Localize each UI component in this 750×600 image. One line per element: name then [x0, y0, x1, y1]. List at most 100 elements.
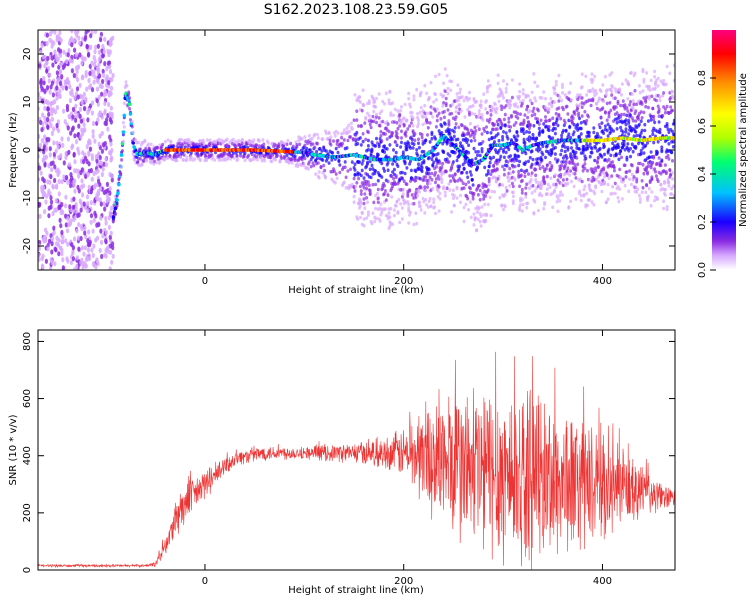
- spectrogram-cell: [639, 110, 643, 114]
- spectrogram-cell: [551, 205, 555, 209]
- spectrogram-cell: [393, 140, 397, 144]
- spectrogram-cell: [477, 183, 481, 188]
- spectrogram-cell: [63, 119, 67, 125]
- colorbar-tick-label: 0.4: [697, 166, 708, 182]
- spectrogram-cell: [77, 123, 81, 129]
- spectrogram-cell: [648, 88, 652, 92]
- spectrogram-cell: [403, 161, 407, 166]
- spectrogram-cell: [416, 153, 420, 157]
- spectrogram-cell: [92, 243, 96, 249]
- spectrogram-cell: [653, 198, 657, 203]
- spectrogram-cell: [84, 30, 88, 35]
- spectrogram-cell: [41, 193, 45, 199]
- spectrogram-cell: [70, 126, 74, 133]
- spectrogram-cell: [379, 130, 383, 134]
- spectrogram-cell: [374, 105, 378, 109]
- spectrogram-cell: [95, 98, 99, 104]
- spectrogram-cell: [561, 107, 565, 112]
- spectrogram-cell: [122, 113, 127, 118]
- spectrogram-cell: [548, 160, 552, 165]
- spectrogram-cell: [96, 261, 100, 267]
- spectrogram-cell: [493, 140, 496, 144]
- spectrogram-cell: [49, 101, 53, 107]
- spectrogram-cell: [47, 111, 51, 117]
- spectrogram-cell: [324, 176, 327, 180]
- spectrogram-cell: [91, 133, 95, 139]
- spectrogram-cell: [480, 132, 484, 136]
- spectrogram-cell: [469, 173, 473, 177]
- spectrogram-cell: [640, 116, 644, 120]
- spectrogram-cell: [474, 156, 478, 161]
- spectrogram-cell: [67, 162, 71, 168]
- spectrogram-cell: [502, 79, 505, 83]
- spectrogram-cell: [371, 182, 375, 187]
- spectrogram-cell: [55, 105, 60, 111]
- spectrogram-cell: [447, 182, 451, 186]
- spectrogram-cell: [637, 193, 641, 198]
- spectrogram-cell: [198, 158, 202, 163]
- spectrogram-cell: [417, 118, 420, 122]
- spectrogram-cell: [99, 37, 103, 43]
- spectrogram-cell: [610, 174, 614, 178]
- spectrogram-cell: [645, 183, 649, 187]
- spectrogram-cell: [481, 140, 485, 144]
- spectrogram-cell: [468, 96, 471, 101]
- spectrogram-cell: [103, 36, 107, 42]
- spectrogram-cell: [555, 199, 559, 204]
- spectrogram-cell: [497, 99, 501, 104]
- spectrogram-cell: [662, 78, 666, 83]
- spectrogram-cell: [89, 200, 93, 206]
- spectrogram-cell: [540, 158, 544, 162]
- spectrogram-cell: [400, 136, 403, 140]
- spectrogram-cell: [511, 194, 515, 199]
- spectrogram-cell: [92, 217, 96, 223]
- spectrogram-cell: [590, 150, 594, 155]
- spectrogram-cell: [334, 146, 338, 151]
- spectrogram-cell: [77, 246, 81, 252]
- spectrogram-cell: [527, 130, 531, 135]
- spectrogram-cell: [617, 199, 621, 204]
- spectrogram-cell: [427, 155, 431, 160]
- spectrogram-cell: [545, 192, 549, 196]
- spectrogram-cell: [386, 161, 390, 165]
- spectrogram-cell: [614, 152, 618, 157]
- spectrogram-cell: [565, 104, 569, 109]
- spectrogram-cell: [533, 80, 537, 85]
- spectrogram-cell: [634, 144, 638, 149]
- spectrogram-cell: [353, 172, 357, 177]
- spectrogram-cell: [71, 204, 75, 210]
- spectrogram-cell: [303, 156, 307, 161]
- spectrogram-cell: [86, 109, 90, 115]
- spectrogram-cell: [413, 132, 417, 136]
- spectrogram-cell: [558, 199, 562, 203]
- spectrogram-cell: [330, 158, 334, 162]
- spectrogram-cell: [342, 138, 346, 142]
- spectrogram-cell: [98, 155, 102, 161]
- spectrogram-cell: [70, 175, 74, 181]
- spectrogram-cell: [57, 191, 61, 197]
- spectrogram-cell: [554, 111, 558, 116]
- spectrogram-cell: [450, 210, 454, 214]
- spectrogram-cell: [65, 228, 70, 234]
- spectrogram-cell: [459, 193, 462, 198]
- spectrogram-cell: [526, 201, 530, 206]
- spectrogram-cell: [544, 115, 547, 119]
- spectrogram-cell: [231, 137, 235, 142]
- spectrogram-cell: [603, 181, 606, 186]
- spectrogram-cell: [67, 113, 71, 119]
- spectrogram-cell: [110, 173, 114, 179]
- spectrogram-cell: [488, 83, 492, 88]
- spectrogram-cell: [557, 99, 561, 103]
- spectrogram-cell: [106, 126, 110, 132]
- spectrogram-cell: [255, 143, 259, 147]
- spectrogram-cell: [73, 188, 77, 194]
- spectrogram-cell: [478, 197, 482, 202]
- spectrogram-cell: [604, 92, 608, 97]
- spectrogram-cell: [442, 93, 446, 98]
- spectrogram-cell: [412, 142, 416, 146]
- spectrogram-cell: [434, 180, 437, 185]
- spectrogram-cell: [561, 193, 564, 197]
- spectrogram-cell: [91, 129, 95, 135]
- spectrogram-cell: [668, 168, 672, 172]
- spectrogram-cell: [96, 43, 100, 49]
